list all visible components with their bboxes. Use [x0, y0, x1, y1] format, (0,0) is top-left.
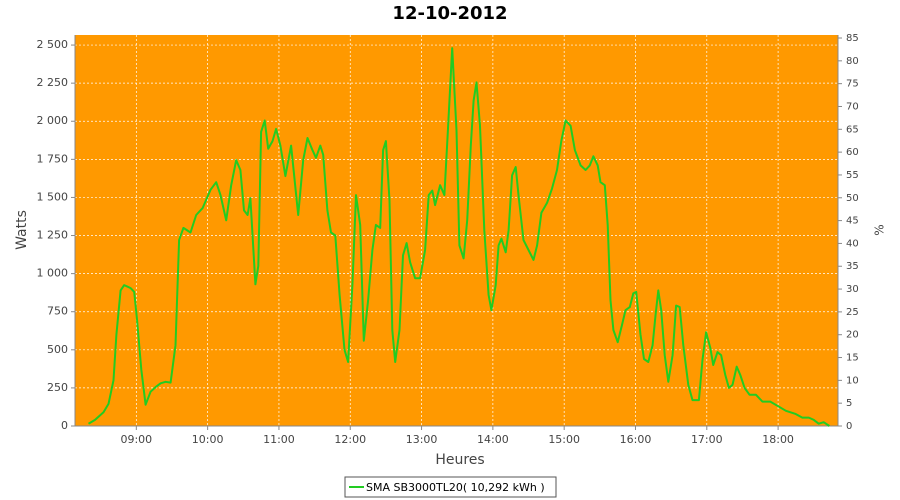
x-tick-label: 09:00: [120, 433, 152, 446]
y2-tick-label: 65: [846, 124, 859, 135]
y2-tick-label: 10: [846, 375, 859, 386]
y2-tick-label: 75: [846, 79, 859, 90]
data-line: [87, 47, 830, 427]
y-tick-label: 2 500: [37, 38, 69, 51]
y2-tick-label: 85: [846, 33, 859, 44]
y2-tick-label: 35: [846, 261, 859, 272]
y2-tick-label: 45: [846, 216, 859, 227]
y2-tick-label: 60: [846, 147, 859, 158]
plot-area: [75, 35, 838, 426]
x-tick-label: 17:00: [691, 433, 723, 446]
y2-tick-label: 25: [846, 307, 859, 318]
y2-tick-label: 0: [846, 421, 852, 432]
y-tick-label: 0: [61, 419, 68, 432]
x-tick-label: 16:00: [620, 433, 652, 446]
x-tick-label: 12:00: [334, 433, 366, 446]
y-tick-label: 750: [47, 305, 68, 318]
y-axis-label: Watts: [14, 210, 30, 250]
y2-tick-label: 30: [846, 284, 859, 295]
y-tick-label: 2 250: [37, 76, 69, 89]
x-tick-label: 13:00: [406, 433, 438, 446]
legend-label: SMA SB3000TL20( 10,292 kWh ): [366, 481, 545, 494]
y-tick-label: 1 250: [37, 229, 69, 242]
y-tick-label: 250: [47, 381, 68, 394]
y-tick-label: 1 500: [37, 190, 69, 203]
x-tick-label: 15:00: [548, 433, 580, 446]
y2-tick-label: 70: [846, 101, 859, 112]
x-tick-label: 10:00: [192, 433, 224, 446]
y-tick-label: 1 000: [37, 267, 69, 280]
y2-tick-label: 40: [846, 238, 859, 249]
chart-title: 12-10-2012: [392, 3, 507, 24]
y2-tick-label: 80: [846, 56, 859, 67]
y2-tick-label: 20: [846, 330, 859, 341]
x-tick-label: 11:00: [263, 433, 295, 446]
y2-tick-label: 15: [846, 353, 859, 364]
y-tick-label: 2 000: [37, 114, 69, 127]
x-axis-label: Heures: [435, 452, 484, 468]
y2-tick-label: 55: [846, 170, 859, 181]
x-tick-label: 18:00: [762, 433, 794, 446]
x-tick-label: 14:00: [477, 433, 509, 446]
legend-box: [344, 476, 557, 498]
y2-tick-label: 5: [846, 398, 852, 409]
y2-axis-label: %: [873, 224, 887, 235]
y-tick-label: 500: [47, 343, 68, 356]
y2-tick-label: 50: [846, 193, 859, 204]
y-tick-label: 1 750: [37, 152, 69, 165]
